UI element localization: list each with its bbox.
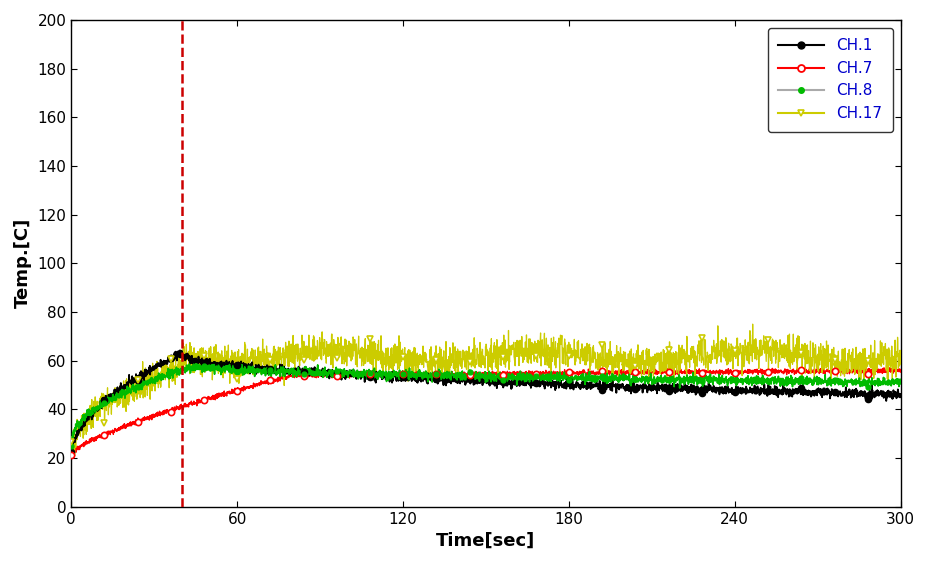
Y-axis label: Temp.[C]: Temp.[C] bbox=[14, 218, 32, 309]
X-axis label: Time[sec]: Time[sec] bbox=[436, 532, 535, 550]
Legend: CH.1, CH.7, CH.8, CH.17: CH.1, CH.7, CH.8, CH.17 bbox=[767, 28, 892, 132]
